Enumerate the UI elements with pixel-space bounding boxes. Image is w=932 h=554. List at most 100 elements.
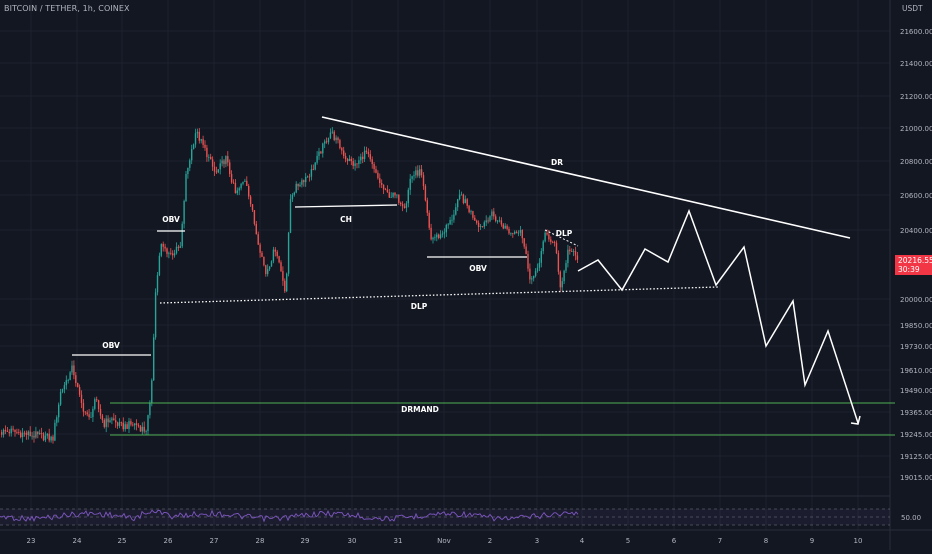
x-tick-label: 5 — [626, 537, 630, 545]
candle-body — [506, 225, 508, 229]
candle-body — [312, 169, 314, 171]
candle-body — [63, 385, 66, 390]
candle-body — [183, 201, 185, 224]
candle-body — [39, 433, 41, 435]
candle-body — [259, 244, 261, 253]
candle-body — [572, 251, 575, 252]
candle-body — [369, 154, 371, 160]
candle-body — [236, 190, 238, 194]
candle-body — [498, 220, 501, 222]
candle-body — [96, 399, 98, 401]
candle-body — [206, 147, 208, 158]
candle-body — [31, 435, 33, 437]
candle-body — [546, 232, 548, 235]
candle-body — [164, 246, 166, 249]
candle-body — [398, 194, 400, 203]
candle-body — [1, 432, 3, 435]
candle-body — [219, 163, 221, 170]
candle-body — [242, 181, 244, 184]
candle-body — [295, 183, 297, 193]
candle-body — [75, 375, 77, 384]
candle-body — [390, 196, 392, 198]
candle-body — [118, 422, 121, 426]
x-tick-label: 31 — [394, 537, 403, 545]
candle-body — [386, 189, 389, 193]
candle-body — [286, 273, 288, 292]
candle-body — [145, 431, 147, 432]
candle-body — [181, 223, 183, 247]
candle-body — [162, 243, 164, 247]
candle-body — [485, 220, 487, 223]
candle-body — [422, 175, 425, 187]
candle-body — [314, 162, 316, 170]
candle-body — [426, 200, 428, 213]
candle-body — [445, 224, 447, 233]
candle-body — [257, 234, 259, 245]
y-tick-label: 21000.00 — [900, 125, 932, 133]
candle-body — [52, 436, 54, 441]
candle-body — [101, 415, 104, 421]
candle-body — [291, 194, 294, 200]
x-tick-label: 29 — [301, 537, 310, 545]
candle-body — [210, 156, 212, 160]
candle-body — [173, 253, 176, 256]
candle-body — [576, 255, 579, 260]
candle-body — [392, 192, 394, 197]
ch-label: CH — [340, 215, 352, 224]
candle-body — [470, 211, 472, 213]
candle-body — [415, 170, 417, 176]
candle-body — [92, 408, 94, 418]
candle-body — [223, 160, 225, 165]
ch-line — [294, 204, 398, 208]
candle-body — [460, 194, 463, 196]
candle-body — [175, 246, 178, 254]
candle-body — [143, 426, 145, 432]
candle-body — [536, 267, 539, 272]
x-tick-label: 3 — [535, 537, 539, 545]
candle-body — [215, 171, 218, 173]
candle-body — [14, 429, 16, 433]
candle-body — [221, 160, 223, 164]
candle-body — [88, 414, 90, 418]
candle-body — [455, 207, 457, 215]
candle-body — [99, 409, 102, 416]
candle-body — [299, 184, 301, 187]
candle-body — [82, 402, 85, 412]
candle-body — [430, 227, 432, 240]
candle-body — [409, 178, 411, 190]
candle-body — [373, 164, 375, 170]
candle-body — [403, 206, 406, 208]
candle-body — [379, 178, 381, 184]
candle-body — [265, 265, 267, 274]
candle-body — [154, 292, 157, 338]
candle-body — [187, 167, 189, 174]
candle-body — [232, 182, 235, 184]
candle-body — [552, 241, 554, 243]
candle-body — [502, 224, 504, 229]
candle-body — [457, 199, 459, 208]
candle-body — [329, 132, 332, 139]
candle-body — [289, 199, 292, 233]
candle-body — [244, 180, 246, 182]
candle-body — [227, 156, 229, 163]
candle-body — [248, 185, 250, 197]
candle-body — [363, 150, 366, 160]
candle-body — [354, 163, 356, 166]
candle-body — [284, 280, 286, 292]
candle-body — [29, 431, 31, 437]
candle-body — [208, 156, 210, 158]
candle-body — [420, 169, 423, 176]
candle-body — [276, 251, 278, 257]
candle-body — [267, 269, 269, 274]
candle-body — [191, 149, 193, 161]
candle-body — [156, 275, 159, 293]
candle-body — [234, 182, 237, 194]
candle-body — [479, 226, 482, 227]
candle-body — [255, 223, 257, 235]
candle-body — [396, 194, 398, 196]
candle-body — [468, 205, 470, 213]
y-tick-label: 20600.00 — [900, 192, 932, 200]
candle-body — [555, 242, 558, 254]
